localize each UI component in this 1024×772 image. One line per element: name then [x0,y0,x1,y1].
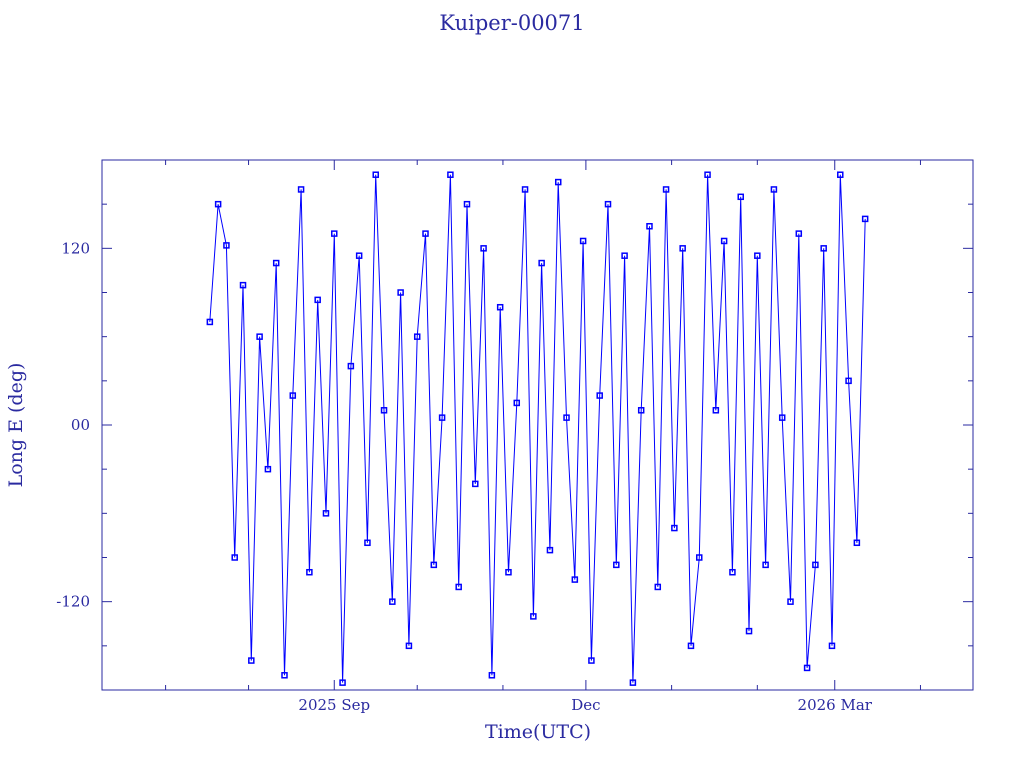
chart-title: Kuiper-00071 [439,11,584,35]
data-point [704,171,711,178]
data-point [314,296,321,304]
data-point [795,230,803,237]
data-point [754,252,761,259]
data-point [389,598,396,605]
data-point [554,178,562,186]
y-axis-label: Long E (deg) [5,363,27,488]
data-point [679,245,686,252]
data-point [322,510,330,517]
data-point [397,289,404,296]
data-point [513,399,521,407]
data-point [530,613,537,620]
x-tick-label: Dec [571,696,600,714]
data-point [422,230,429,237]
data-point [579,237,587,245]
data-line [209,174,866,683]
data-point [820,245,827,252]
data-point [762,561,769,569]
data-point [505,568,512,576]
y-tick-label: 00 [71,416,90,434]
data-point [787,598,794,605]
data-point [413,333,421,340]
data-point [621,252,628,259]
data-point [770,186,778,193]
x-tick-label: 2026 Mar [798,696,873,714]
data-point [231,554,238,561]
data-point [563,414,570,421]
data-point [347,362,355,370]
data-point [297,186,305,193]
data-point [331,230,338,237]
y-tick-label: -120 [56,593,90,611]
data-point [438,414,446,421]
data-point [339,679,346,686]
data-point [654,583,662,591]
data-point [712,407,720,414]
data-point [596,392,603,399]
data-point [248,657,255,664]
data-point [812,561,819,569]
data-point [455,583,462,591]
data-point [662,186,670,193]
data-point [803,664,811,672]
data-point [729,568,736,576]
data-point [488,672,496,679]
data-point [206,318,214,326]
data-point [828,642,836,650]
data-point [289,392,297,399]
data-point [272,259,280,267]
data-point [372,171,379,178]
data-point [613,561,620,569]
data-point [281,672,288,679]
data-point [256,333,263,340]
data-point [214,200,222,208]
data-point [629,679,637,686]
data-point [546,546,554,554]
y-tick-label: 120 [61,239,90,257]
plot-area [206,171,869,686]
data-point [306,568,313,576]
data-point [480,245,487,252]
data-point [671,524,678,532]
x-tick-label: 2025 Sep [298,696,370,714]
data-point [380,407,388,414]
data-point [223,242,230,249]
data-point [588,657,595,664]
data-point [604,200,612,208]
data-point [405,642,413,650]
data-point [696,554,703,561]
data-point [463,200,471,208]
data-point [778,414,786,421]
data-point [472,480,479,488]
data-point [745,627,753,635]
data-point [837,171,844,178]
data-point [571,576,579,583]
data-point [861,215,869,223]
data-point [687,642,695,650]
data-point [646,223,653,230]
data-point [447,171,454,178]
data-point [239,281,247,289]
data-point [355,252,363,259]
data-point [845,377,852,385]
data-point [538,259,545,267]
x-axis-label: Time(UTC) [485,721,591,743]
data-point [364,539,371,547]
data-point [496,303,504,311]
data-point [637,407,645,414]
data-point [430,561,438,569]
data-point [264,465,272,473]
data-point [853,539,861,547]
data-point [737,193,744,201]
data-point [521,186,529,193]
data-point [720,237,728,245]
